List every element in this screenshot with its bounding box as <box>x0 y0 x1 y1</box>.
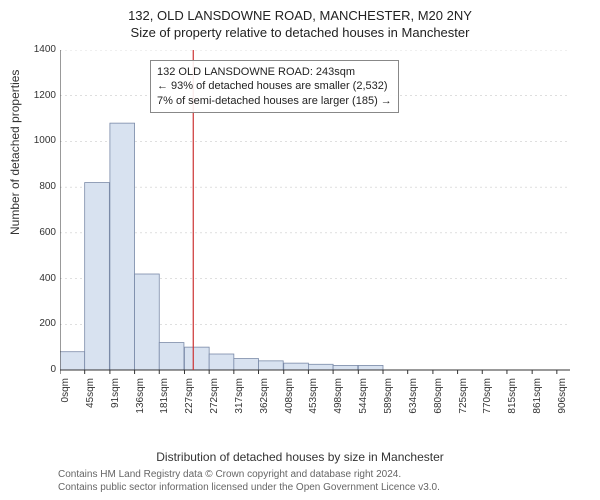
x-tick-label: 362sqm <box>259 378 270 418</box>
chart-area: 132 OLD LANSDOWNE ROAD: 243sqm ← 93% of … <box>60 50 570 420</box>
footer-line-1: Contains HM Land Registry data © Crown c… <box>58 468 440 481</box>
y-tick-label: 400 <box>20 273 56 284</box>
y-tick-label: 1400 <box>20 44 56 55</box>
x-tick-label: 453sqm <box>308 378 319 418</box>
x-tick-label: 680sqm <box>433 378 444 418</box>
x-tick-label: 589sqm <box>383 378 394 418</box>
x-tick-label: 861sqm <box>532 378 543 418</box>
x-tick-label: 498sqm <box>333 378 344 418</box>
x-tick-label: 45sqm <box>85 378 96 418</box>
x-tick-label: 136sqm <box>135 378 146 418</box>
x-axis-label: Distribution of detached houses by size … <box>0 450 600 464</box>
x-tick-label: 906sqm <box>557 378 568 418</box>
callout-line-2: ← 93% of detached houses are smaller (2,… <box>157 79 392 93</box>
callout-line-1: 132 OLD LANSDOWNE ROAD: 243sqm <box>157 65 392 79</box>
x-tick-label: 544sqm <box>358 378 369 418</box>
x-tick-label: 634sqm <box>408 378 419 418</box>
y-tick-label: 1000 <box>20 135 56 146</box>
x-tick-label: 408sqm <box>284 378 295 418</box>
x-tick-label: 770sqm <box>482 378 493 418</box>
x-tick-label: 815sqm <box>507 378 518 418</box>
x-tick-label: 725sqm <box>458 378 469 418</box>
attribution-footer: Contains HM Land Registry data © Crown c… <box>58 468 440 494</box>
y-tick-label: 1200 <box>20 90 56 101</box>
y-tick-label: 200 <box>20 318 56 329</box>
x-tick-label: 227sqm <box>184 378 195 418</box>
x-tick-label: 91sqm <box>110 378 121 418</box>
footer-line-2: Contains public sector information licen… <box>58 481 440 494</box>
x-tick-label: 0sqm <box>60 378 71 418</box>
y-tick-label: 600 <box>20 227 56 238</box>
x-tick-label: 272sqm <box>209 378 220 418</box>
x-tick-label: 317sqm <box>234 378 245 418</box>
callout-line-3: 7% of semi-detached houses are larger (1… <box>157 94 392 108</box>
chart-title: 132, OLD LANSDOWNE ROAD, MANCHESTER, M20… <box>0 0 600 40</box>
title-line-2: Size of property relative to detached ho… <box>0 25 600 40</box>
x-tick-label: 181sqm <box>159 378 170 418</box>
marker-callout: 132 OLD LANSDOWNE ROAD: 243sqm ← 93% of … <box>150 60 399 113</box>
y-tick-label: 800 <box>20 181 56 192</box>
y-tick-label: 0 <box>20 364 56 375</box>
title-line-1: 132, OLD LANSDOWNE ROAD, MANCHESTER, M20… <box>0 8 600 23</box>
